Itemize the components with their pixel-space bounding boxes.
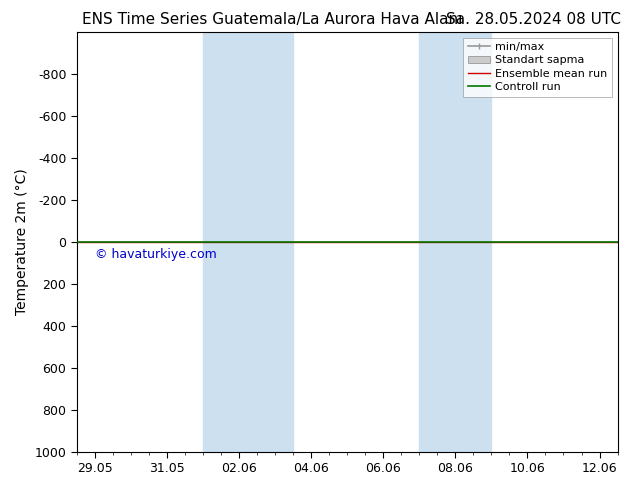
Y-axis label: Temperature 2m (°C): Temperature 2m (°C) [15,169,29,315]
Text: ENS Time Series Guatemala/La Aurora Hava Alanı: ENS Time Series Guatemala/La Aurora Hava… [82,12,463,27]
Text: © havaturkiye.com: © havaturkiye.com [95,248,217,261]
Legend: min/max, Standart sapma, Ensemble mean run, Controll run: min/max, Standart sapma, Ensemble mean r… [463,38,612,97]
Bar [419,32,491,452]
Bar [203,32,293,452]
Text: Sa. 28.05.2024 08 UTC: Sa. 28.05.2024 08 UTC [446,12,621,27]
